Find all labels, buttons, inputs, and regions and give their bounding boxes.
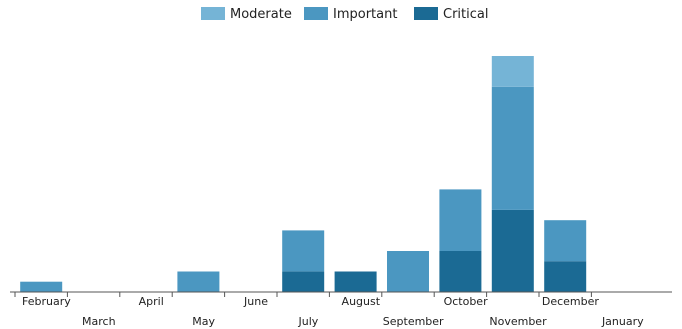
x-tick-label-november: November bbox=[489, 315, 547, 328]
x-tick-label-september: September bbox=[383, 315, 444, 328]
bar-may-important bbox=[177, 271, 220, 292]
x-tick-label-august: August bbox=[342, 295, 381, 308]
bar-november-critical bbox=[491, 209, 534, 292]
x-tick-label-january: January bbox=[601, 315, 644, 328]
bars-group bbox=[20, 56, 587, 292]
bar-october-important bbox=[439, 189, 482, 251]
x-tick-label-october: October bbox=[444, 295, 488, 308]
legend-label-important: Important bbox=[333, 7, 397, 22]
bar-december-important bbox=[544, 220, 587, 262]
x-tick-label-may: May bbox=[192, 315, 215, 328]
chart-legend: Moderate Important Critical bbox=[201, 7, 488, 22]
x-tick-label-june: June bbox=[243, 295, 268, 308]
x-tick-label-march: March bbox=[82, 315, 116, 328]
bar-december-critical bbox=[544, 261, 587, 292]
legend-label-moderate: Moderate bbox=[230, 7, 292, 22]
bar-november-important bbox=[491, 86, 534, 210]
bar-july-important bbox=[282, 230, 325, 272]
x-tick-label-april: April bbox=[139, 295, 164, 308]
bar-september-important bbox=[387, 251, 429, 292]
x-axis-ticks: February March April May June July AugustSepte… bbox=[14, 292, 644, 328]
x-tick-label-december: December bbox=[542, 295, 600, 308]
legend-label-critical: Critical bbox=[443, 7, 488, 22]
legend-swatch-critical bbox=[414, 7, 438, 20]
bar-october-critical bbox=[439, 251, 482, 292]
x-tick-label-july: July bbox=[298, 315, 319, 328]
bar-november-moderate bbox=[491, 56, 534, 87]
legend-swatch-moderate bbox=[201, 7, 225, 20]
legend-swatch-important bbox=[304, 7, 328, 20]
bar-august-critical bbox=[334, 271, 377, 292]
x-tick-label-february: February bbox=[22, 295, 71, 308]
bar-july-critical bbox=[282, 271, 325, 292]
bar-february-important bbox=[20, 281, 63, 292]
